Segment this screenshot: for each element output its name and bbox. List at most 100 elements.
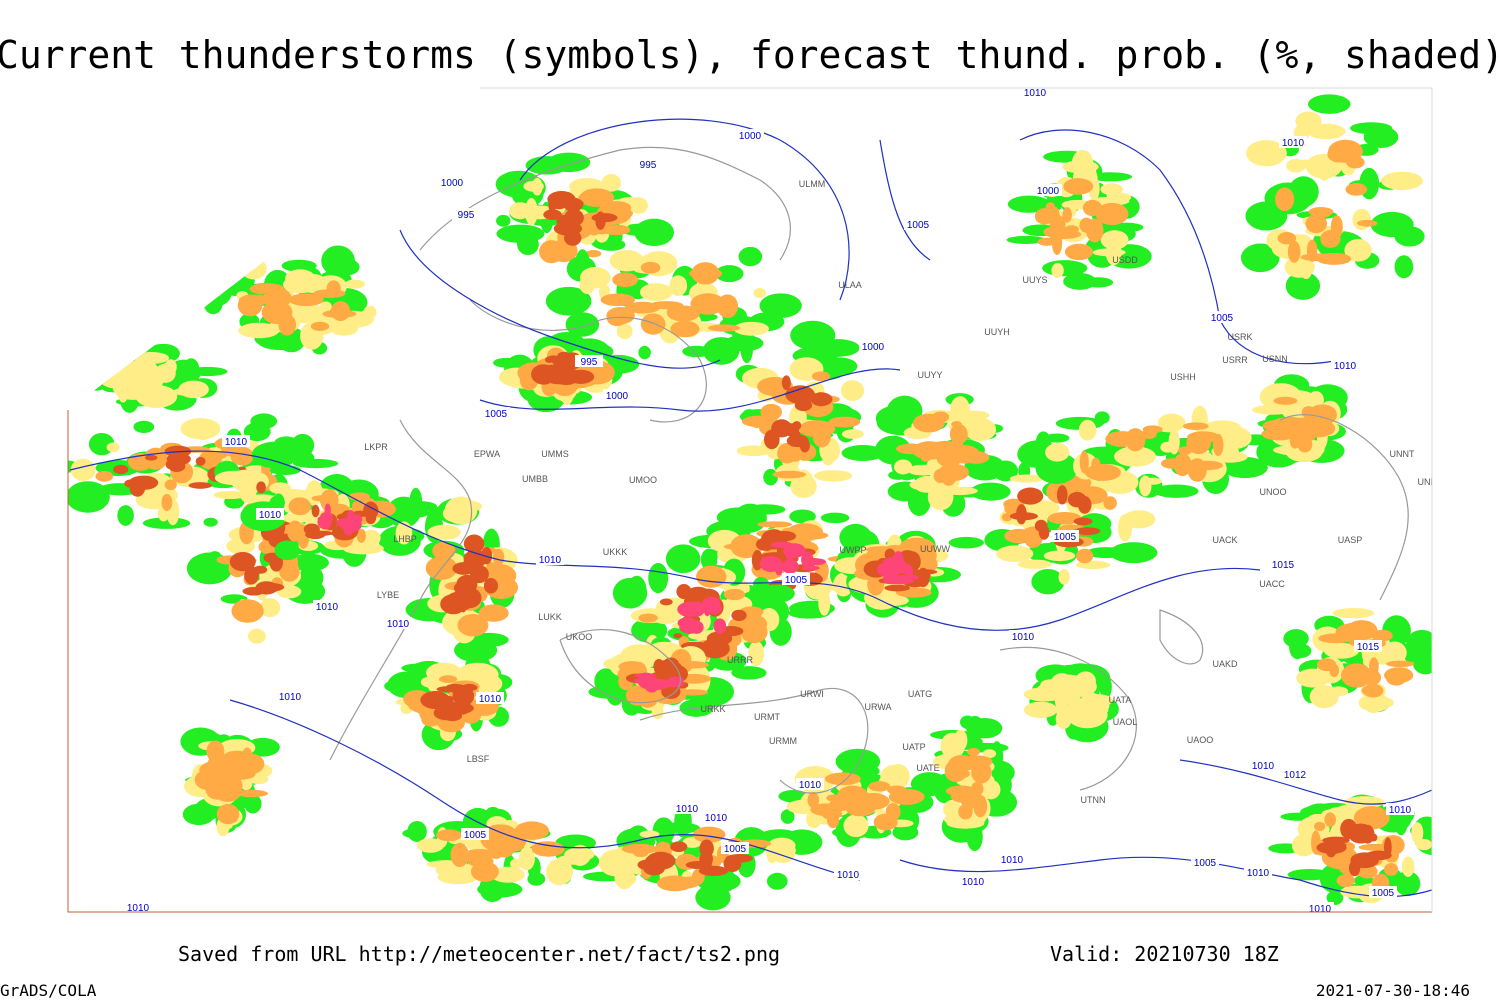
shade-blob [216, 803, 240, 825]
shade-blob [1006, 235, 1046, 244]
isobar-label-box [904, 218, 932, 230]
shade-blob [639, 680, 662, 685]
shade-blob [1324, 812, 1337, 828]
shade-blob [740, 333, 754, 364]
shade-blob [579, 188, 615, 207]
isobar-label: 1010 [127, 903, 150, 914]
isobar-label: 1005 [1054, 532, 1077, 543]
shade-blob [691, 262, 720, 285]
shade-blob [789, 509, 816, 524]
shade-blob [713, 618, 727, 634]
isobar-label-box [834, 868, 862, 880]
isobar-label-box [476, 692, 504, 704]
shade-blob [731, 609, 747, 621]
shade-blob [1037, 237, 1058, 246]
isobar-label-box [634, 158, 662, 170]
shade-blob [1216, 426, 1252, 450]
shade-blob [748, 640, 765, 667]
shade-blob [144, 454, 158, 461]
shade-blob [496, 214, 511, 227]
shade-blob [483, 578, 499, 594]
shade-blob [427, 524, 461, 540]
shade-blob [894, 459, 913, 475]
isobar-label-box [313, 600, 341, 612]
shade-blob [1091, 457, 1101, 471]
shade-blob [715, 265, 744, 283]
shade-blob [1086, 218, 1104, 243]
station-code: UAKD [1212, 659, 1238, 669]
isobar-label: 1000 [862, 342, 885, 353]
shade-blob [1361, 824, 1375, 844]
isobar-label-box [859, 340, 887, 352]
shade-blob [517, 233, 539, 256]
isobar-label: 1005 [485, 409, 508, 420]
shade-blob [1287, 240, 1301, 263]
shade-blob [117, 505, 134, 526]
shade-blob [1079, 450, 1089, 474]
shade-blob [1296, 668, 1330, 688]
shade-blob [452, 562, 475, 575]
shade-blob [895, 574, 920, 581]
shade-blob [291, 450, 315, 467]
shade-blob [813, 470, 853, 482]
shade-blob [731, 666, 767, 680]
isobar-label-box [673, 802, 701, 814]
shade-blob [463, 848, 498, 861]
shade-blob [913, 569, 938, 575]
shade-blob [247, 628, 266, 644]
shade-blob [320, 489, 339, 513]
shade-blob [299, 565, 324, 591]
shade-blob [1308, 206, 1334, 217]
station-code: ULAA [838, 280, 862, 290]
shade-blob [1346, 156, 1365, 169]
shade-blob [1031, 569, 1065, 595]
isobar-label: 1010 [479, 694, 502, 705]
shade-blob [432, 541, 456, 560]
shade-blob [723, 588, 746, 601]
isobar-label-box [1306, 902, 1334, 912]
shade-blob [1352, 208, 1372, 231]
shade-blob [585, 250, 602, 258]
shade-blob [164, 479, 177, 491]
shade-blob [931, 451, 960, 461]
shade-blob [1240, 243, 1280, 273]
isobar-label: 1012 [1284, 770, 1307, 781]
shade-blob [820, 512, 850, 524]
isobar-label-box [796, 778, 824, 790]
isobar-label-box [1331, 359, 1359, 371]
shade-blob [336, 517, 359, 528]
shade-blob [649, 606, 682, 625]
station-code: LKPR [364, 442, 388, 452]
shade-blob [263, 287, 292, 309]
shade-blob [612, 272, 638, 288]
shade-blob [1058, 568, 1070, 585]
shade-blob [278, 314, 297, 336]
station-code: URKK [700, 704, 725, 714]
shade-blob [1309, 685, 1339, 709]
shade-blob [772, 470, 807, 479]
shade-blob [1383, 837, 1392, 858]
station-code: UKOO [566, 632, 593, 642]
shade-blob [703, 849, 713, 869]
shade-blob [1371, 629, 1393, 642]
shade-blob [106, 442, 120, 453]
shade-blob [876, 561, 902, 578]
shade-blob [1048, 206, 1060, 223]
shade-blob [1316, 658, 1337, 672]
shade-blob [490, 866, 525, 883]
shade-blob [1344, 796, 1385, 809]
station-code: UNBB [1417, 477, 1442, 487]
shade-blob [133, 420, 155, 434]
shade-blob [286, 520, 304, 542]
shade-blob [646, 851, 676, 870]
isobar-label: 995 [640, 160, 657, 171]
shade-blob [168, 460, 186, 473]
shade-blob [1277, 232, 1297, 245]
shade-blob [1316, 841, 1347, 855]
shade-blob [899, 488, 924, 499]
station-code: UAOO [1187, 735, 1214, 745]
isobar-label: 1010 [1282, 138, 1305, 149]
valid-time: Valid: 20210730 18Z [1050, 942, 1279, 966]
shade-blob [753, 287, 767, 298]
shade-blob [253, 565, 268, 574]
